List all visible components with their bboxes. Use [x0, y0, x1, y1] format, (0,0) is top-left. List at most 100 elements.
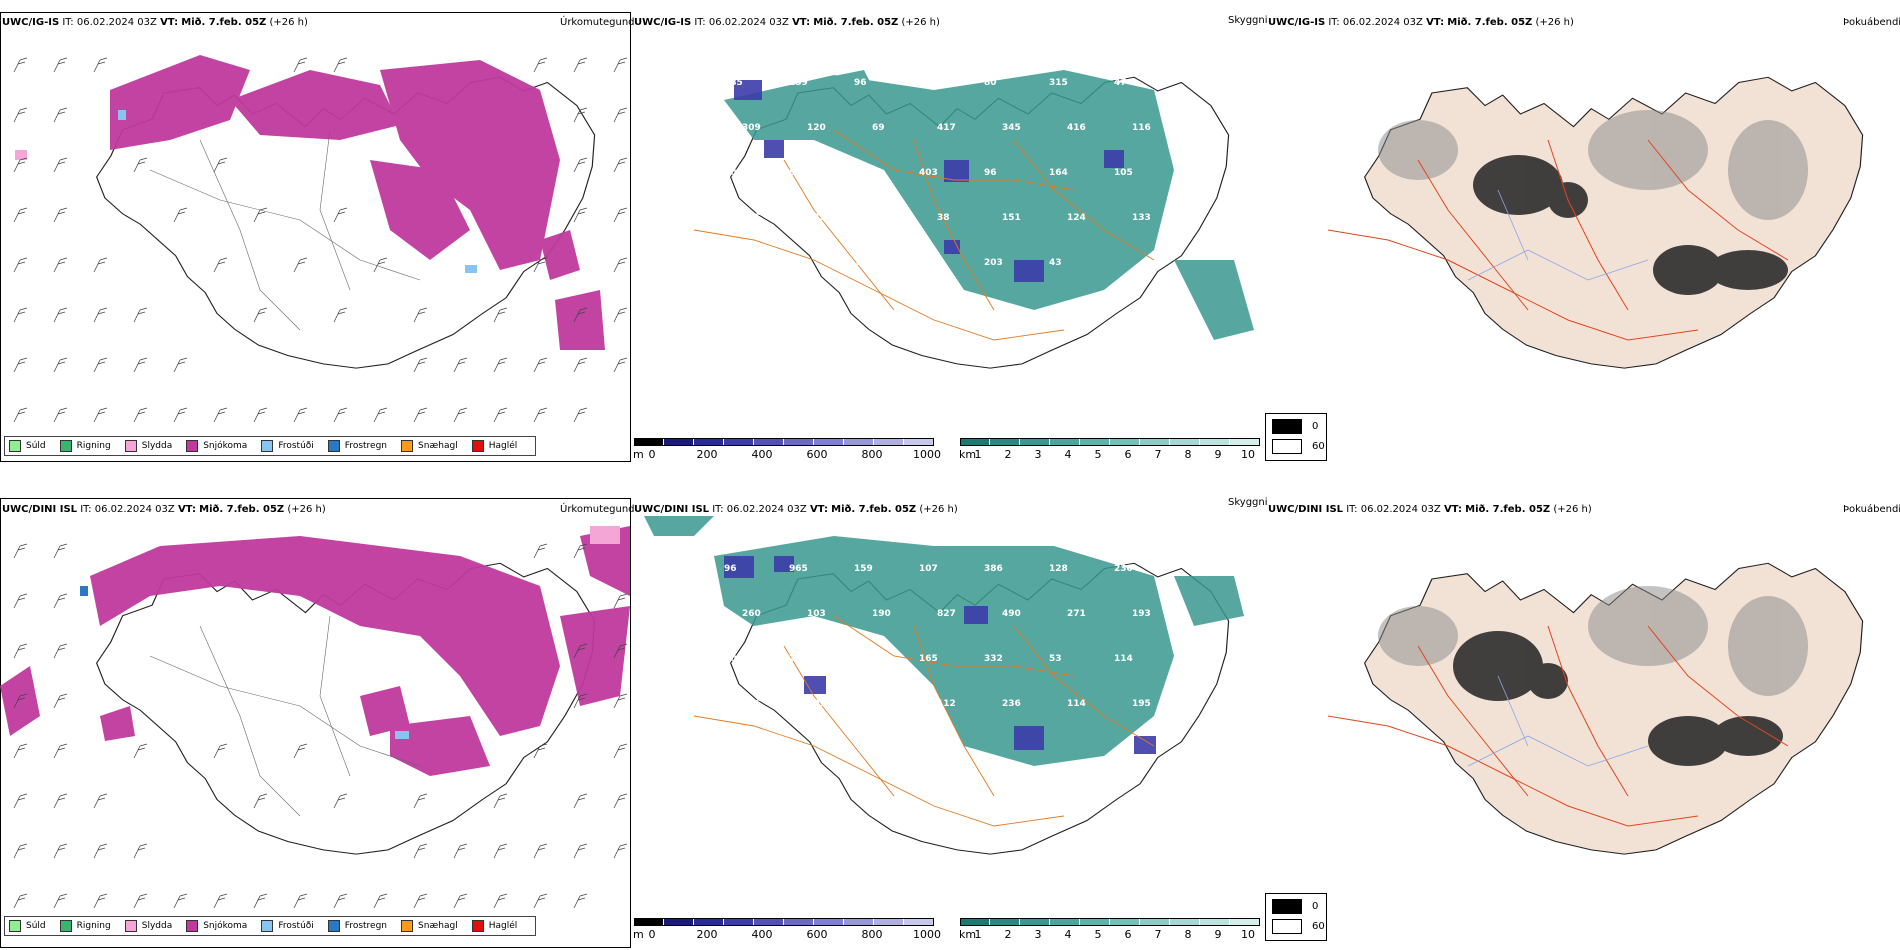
legend-label: Frostúði: [278, 921, 314, 931]
colorbar-segment: [754, 438, 784, 446]
fog-index-legend: 0 60: [1265, 893, 1327, 941]
colorbar-segment: [1080, 918, 1110, 926]
ceiling-value-label: 490: [1002, 609, 1021, 619]
ceiling-value-label: 151: [1002, 213, 1021, 223]
legend-label: Frostregn: [344, 441, 388, 451]
precip-map-frame: [0, 498, 631, 948]
legend-item: Slydda: [124, 440, 173, 452]
ceiling-value-label: 121: [854, 258, 873, 268]
colorbar-segment: [1110, 438, 1140, 446]
ceiling-value-label: 139: [789, 78, 808, 88]
colorbar-segment: [960, 918, 990, 926]
colorbar-frame: [634, 438, 934, 446]
colorbar-frame: [960, 918, 1260, 926]
fog-legend-row: 60: [1272, 439, 1325, 454]
colorbar-tick-label: 8: [1184, 448, 1192, 461]
legend-label: Frostúði: [278, 441, 314, 451]
legend-swatch: [401, 920, 414, 932]
ceiling-value-label: 43: [1049, 258, 1062, 268]
colorbar-segment: [990, 438, 1020, 446]
legend-item: Súld: [9, 920, 46, 932]
colorbar-segment: [874, 438, 904, 446]
colorbar-segment: [844, 918, 874, 926]
panel-header: UWC/DINI ISL IT: 06.02.2024 03Z VT: Mið.…: [634, 504, 958, 515]
colorbar-tick-label: 800: [861, 928, 883, 941]
ceiling-value-label: 208: [919, 78, 938, 88]
ceiling-value-label: 124: [1067, 213, 1086, 223]
colorbar-segment: [634, 918, 664, 926]
colorbar-tick-label: 400: [751, 928, 773, 941]
legend-swatch: [327, 920, 340, 932]
ceiling-value-label: 103: [807, 609, 826, 619]
colorbar-segment: [1020, 918, 1050, 926]
ceiling-value-label: 865: [742, 213, 761, 223]
ceiling-value-label: 164: [1049, 168, 1068, 178]
ceiling-value-label: 203: [984, 258, 1003, 268]
colorbar-segment: [814, 438, 844, 446]
ceiling-value-label: 827: [937, 609, 956, 619]
fog-legend-row: 0: [1272, 899, 1318, 914]
fog-legend-row: 0: [1272, 419, 1318, 434]
fog-index-legend: 0 60: [1265, 413, 1327, 461]
panel-title-precip: Úrkomutegund: [560, 17, 635, 28]
precip-type-legend: Súld Rigning Slydda Snjókoma Frostúði Frostre…: [4, 436, 537, 456]
ceiling-value-label: 345: [1002, 123, 1021, 133]
fog-legend-row: 60: [1272, 919, 1325, 934]
panel-header: UWC/IG-IS IT: 06.02.2024 03Z VT: Mið. 7.…: [634, 17, 940, 28]
colorbar-tick-label: 1: [974, 928, 982, 941]
ceiling-value-label: 260: [742, 609, 761, 619]
ceiling-value-label: 309: [742, 123, 761, 133]
colorbar-tick-label: 0: [648, 448, 656, 461]
panel-title-fog: Þokuábendi: [1843, 504, 1900, 515]
colorbar-tick-label: 10: [1241, 928, 1255, 941]
colorbar-tick-label: 2: [1004, 928, 1012, 941]
colorbar-segment: [814, 918, 844, 926]
colorbar-tick-label: 9: [1214, 928, 1222, 941]
ceiling-value-label: 101: [724, 654, 743, 664]
colorbar-tick-label: 3: [1034, 928, 1042, 941]
colorbar-tick-label: 5: [1094, 448, 1102, 461]
ceiling-value-label: 120: [807, 123, 826, 133]
colorbar-tick-label: 8: [1184, 928, 1192, 941]
ceiling-value-label: 195: [1132, 699, 1151, 709]
colorbar-segment: [664, 918, 694, 926]
colorbar-segment: [990, 918, 1020, 926]
precip-map: [13, 55, 628, 423]
ceiling-value-label: 155: [854, 654, 873, 664]
fog-index-map: [1327, 76, 1864, 369]
colorbar-tick-label: 10: [1241, 448, 1255, 461]
ceiling-value-label: 106: [742, 699, 761, 709]
ceiling-labels: 885 139 96 208 80 315 47 309 120 69 417 345 416 116 20…: [724, 78, 1151, 268]
legend-item: Frostregn: [327, 440, 388, 452]
legend-label: Súld: [26, 921, 46, 931]
colorbar-tick-label: 0: [648, 928, 656, 941]
ceiling-value-label: 116: [1132, 123, 1151, 133]
legend-swatch: [327, 440, 340, 452]
colorbar-segment: [1050, 438, 1080, 446]
ceiling-value-label: 190: [872, 609, 891, 619]
ceiling-value-label: 107: [807, 699, 826, 709]
legend-item: Snæhagl: [401, 440, 458, 452]
colorbar-tick-label: 800: [861, 448, 883, 461]
legend-label: Slydda: [141, 441, 173, 451]
panel-header: UWC/IG-IS IT: 06.02.2024 03Z VT: Mið. 7.…: [1268, 17, 1574, 28]
colorbar-segment: [844, 438, 874, 446]
colorbar-frame: [960, 438, 1260, 446]
legend-swatch: [261, 920, 274, 932]
legend-item: Snjókoma: [186, 440, 247, 452]
ceiling-value-label: 47: [1114, 78, 1127, 88]
ceiling-value-label: 114: [1067, 699, 1086, 709]
panel-header: UWC/IG-IS IT: 06.02.2024 03Z VT: Mið. 7.…: [2, 17, 308, 28]
ceiling-value-label: 489: [789, 258, 808, 268]
colorbar-segment: [784, 438, 814, 446]
ceiling-value-label: 417: [937, 123, 956, 133]
colorbar-segment: [724, 438, 754, 446]
colorbar-unit: m: [633, 448, 644, 461]
colorbar-segment: [1020, 438, 1050, 446]
legend-item: Frostregn: [327, 920, 387, 932]
legend-swatch: [261, 440, 274, 452]
panel-header: UWC/DINI ISL IT: 06.02.2024 03Z VT: Mið.…: [2, 504, 326, 515]
legend-item: Haglél: [471, 440, 517, 452]
colorbar-tick-label: 6: [1124, 928, 1132, 941]
ceiling-value-label: 965: [789, 564, 808, 574]
